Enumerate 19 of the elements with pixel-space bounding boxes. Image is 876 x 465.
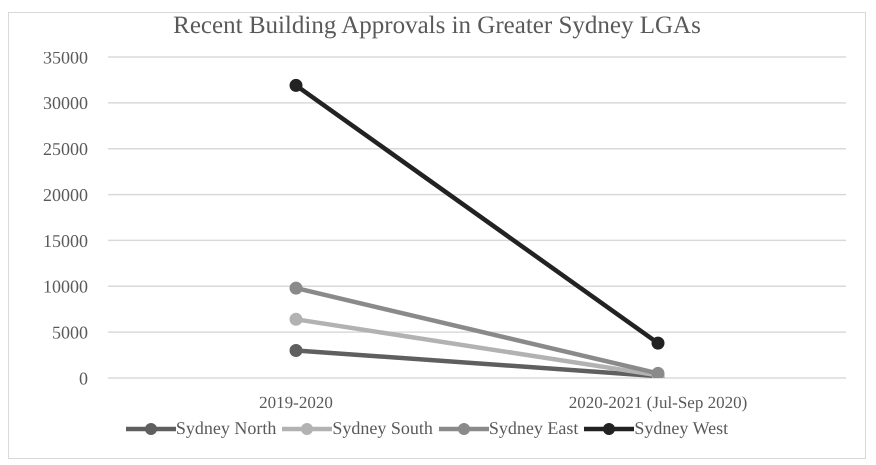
legend-label: Sydney North: [176, 418, 276, 439]
y-tick-label: 5000: [52, 322, 88, 343]
point: [290, 282, 302, 295]
point: [290, 344, 302, 357]
y-tick-label: 0: [79, 368, 88, 388]
y-tick-label: 10000: [43, 276, 88, 297]
y-tick-label: 15000: [43, 230, 88, 251]
chart-title: Recent Building Approvals in Greater Sydney LGAs: [173, 12, 701, 39]
point: [652, 336, 664, 350]
y-tick-label: 30000: [43, 93, 88, 114]
y-tick-label: 25000: [43, 139, 88, 160]
legend-label: Sydney South: [332, 418, 433, 439]
legend-label: Sydney West: [634, 418, 728, 439]
x-tick-label: 2020-2021 (Jul-Sep 2020): [568, 393, 748, 412]
point: [290, 78, 302, 92]
legend-label: Sydney East: [488, 418, 578, 439]
x-tick-label: 2019-2020: [259, 393, 333, 412]
point: [290, 312, 302, 326]
y-tick-label: 20000: [43, 184, 88, 205]
